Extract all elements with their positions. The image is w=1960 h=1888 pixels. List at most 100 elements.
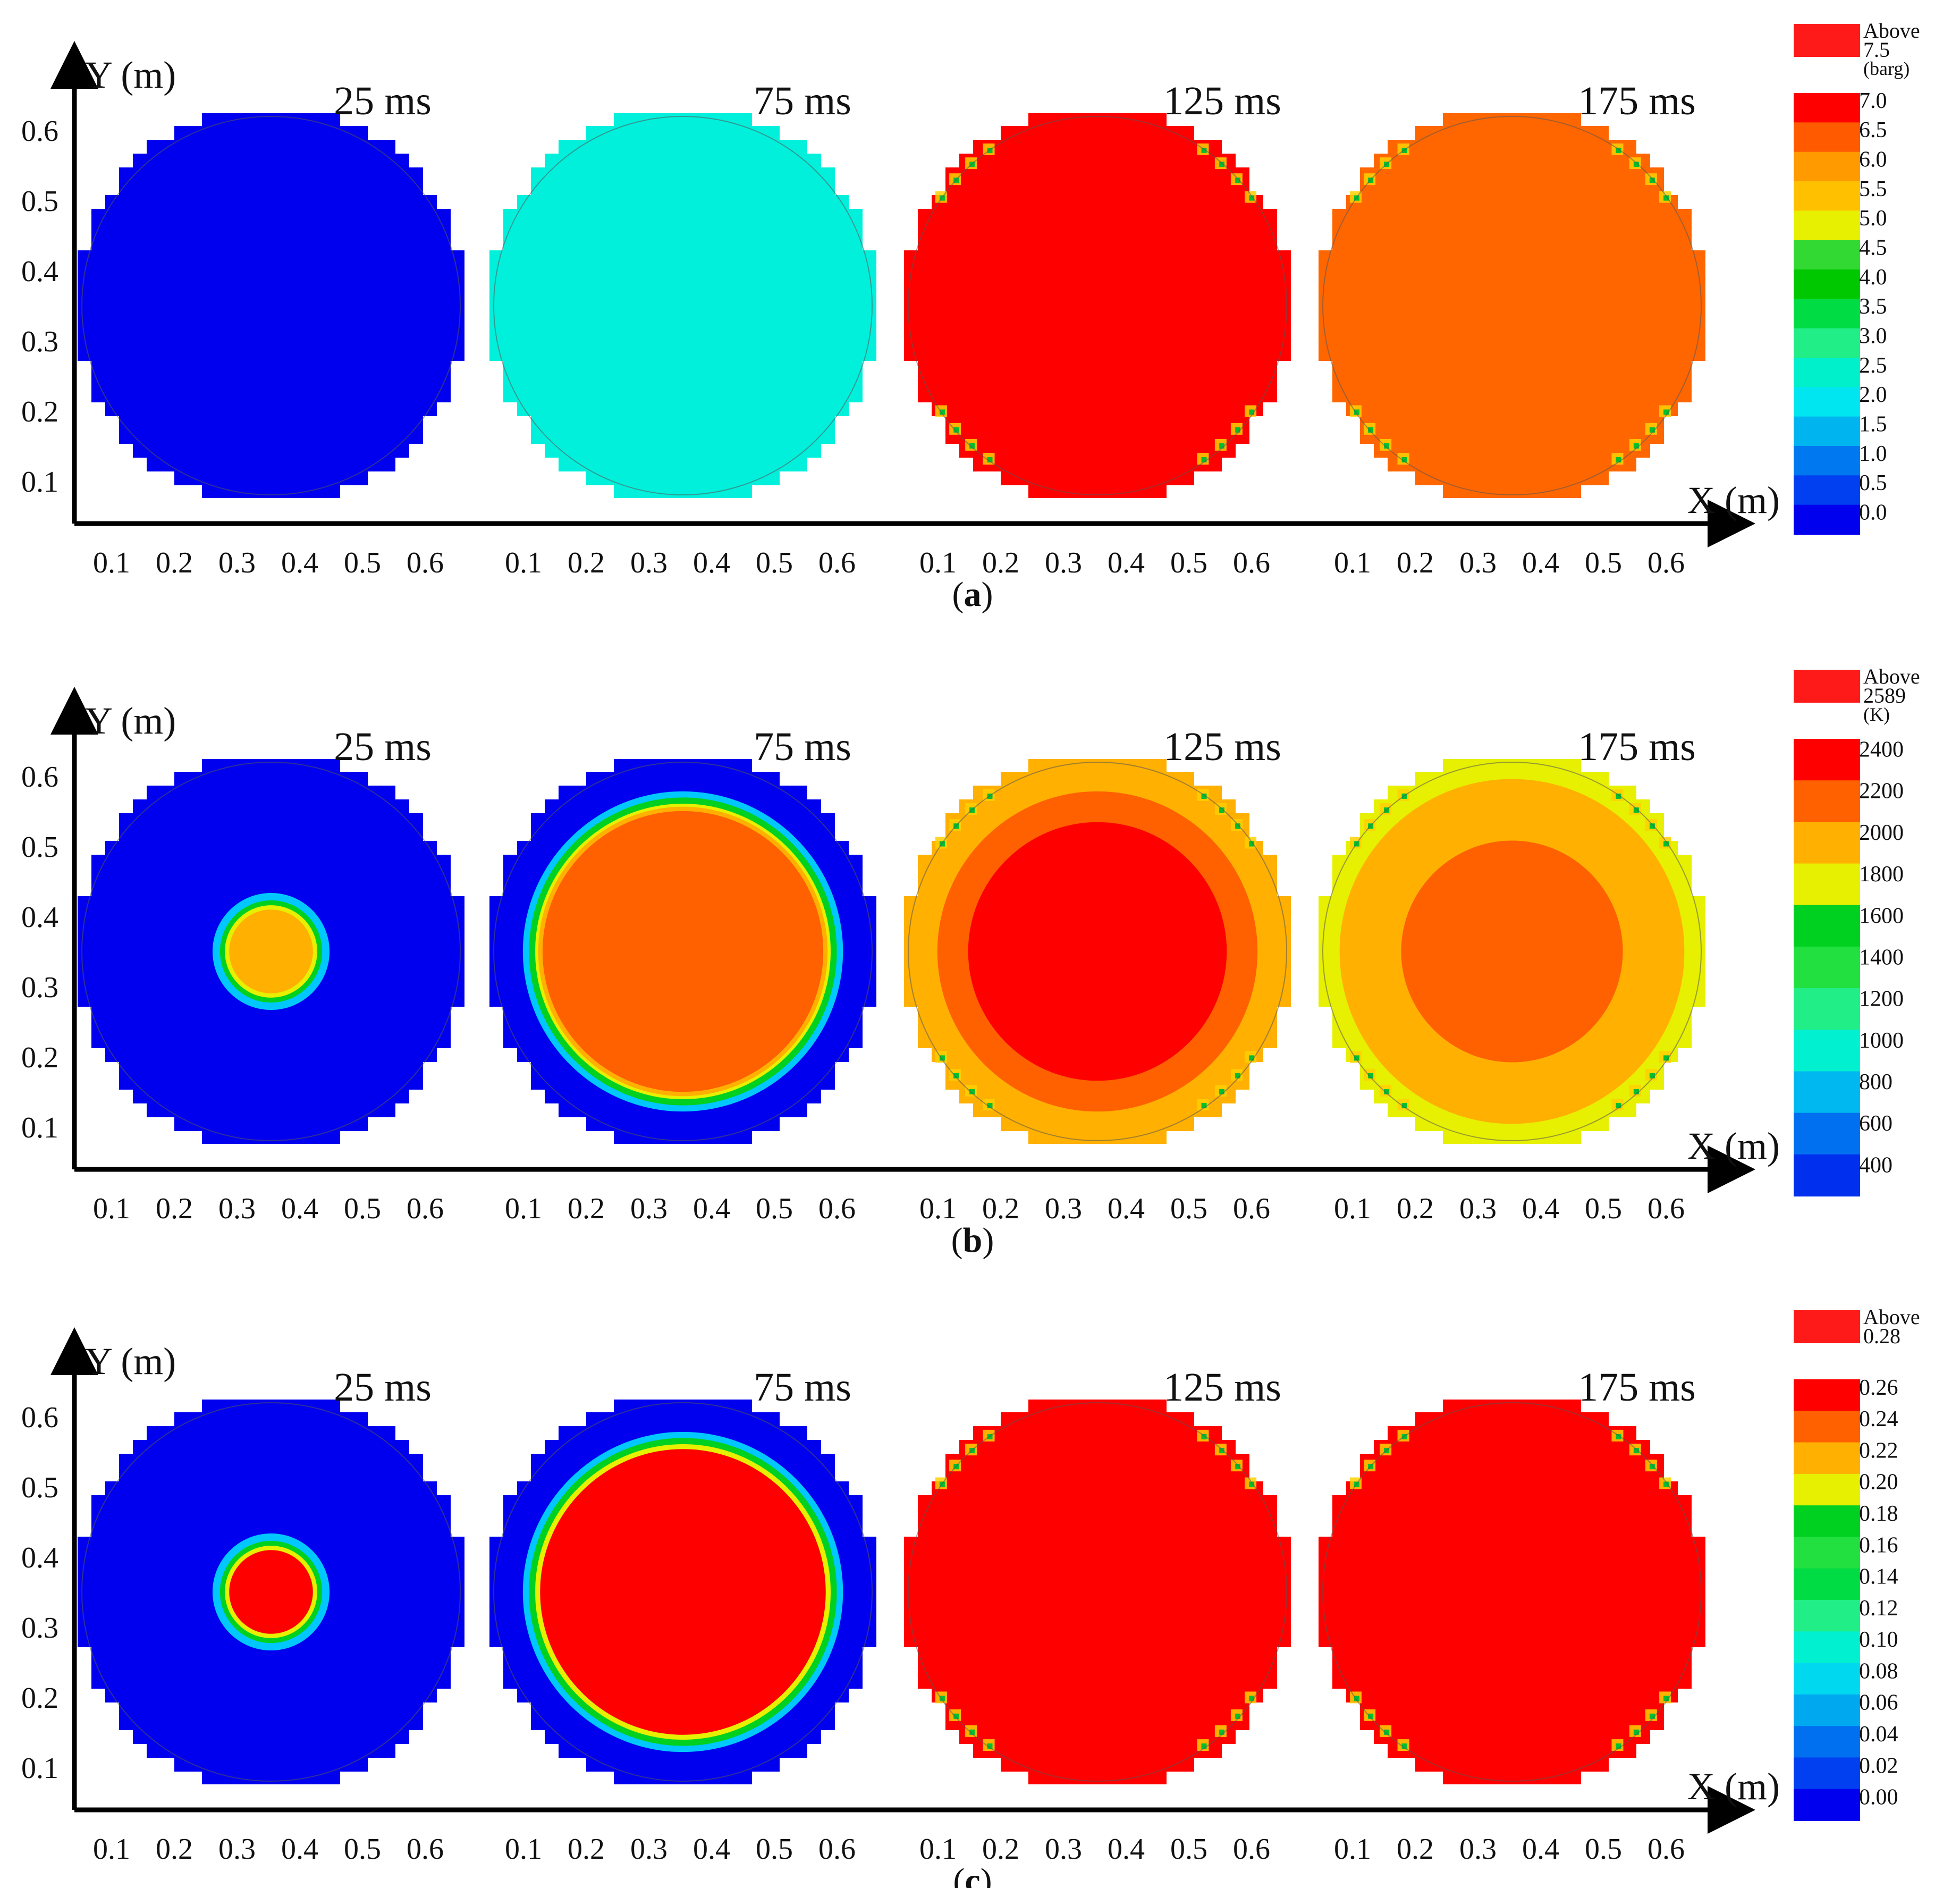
panel-a: Y (m) X (m) 0.1 0.2 0.3 0.4 0.5 0.6 0.1 0.2 0.3 0.4… bbox=[21, 19, 1920, 614]
y-axis-label: Y (m) bbox=[85, 699, 176, 742]
x-tick-label: 0.4 bbox=[1522, 1833, 1559, 1866]
y-tick-label: 0.3 bbox=[21, 971, 58, 1004]
x-tick-label: 0.6 bbox=[1648, 1833, 1685, 1866]
contour-band bbox=[542, 811, 824, 1092]
x-tick-label: 0.1 bbox=[93, 546, 130, 579]
legend-swatch bbox=[1794, 1411, 1860, 1443]
time-label: 175 ms bbox=[1578, 1365, 1696, 1410]
legend-above-value: 2589 bbox=[1863, 684, 1906, 707]
frame-b-2 bbox=[489, 759, 876, 1144]
x-tick-label: 0.6 bbox=[818, 546, 856, 579]
x-tick-label: 0.4 bbox=[1522, 1192, 1559, 1225]
legend-swatch bbox=[1794, 1726, 1860, 1758]
legend-label: 1800 bbox=[1859, 862, 1904, 887]
legend-swatch bbox=[1794, 1789, 1860, 1821]
edge-artifact bbox=[1663, 1055, 1669, 1061]
legend-above-word: Above bbox=[1863, 19, 1920, 43]
edge-artifact bbox=[1616, 147, 1621, 153]
legend-swatch bbox=[1794, 1505, 1860, 1538]
edge-artifact bbox=[1201, 1743, 1207, 1749]
legend-swatch bbox=[1794, 446, 1860, 476]
legend-label: 0.5 bbox=[1859, 471, 1887, 495]
legend-above-value: 0.28 bbox=[1863, 1324, 1900, 1348]
caption-open: ( bbox=[951, 1221, 963, 1260]
edge-artifact bbox=[1219, 443, 1224, 449]
edge-artifact bbox=[1201, 147, 1207, 153]
panel-caption: (a) bbox=[952, 575, 993, 614]
x-tick-label: 0.2 bbox=[1397, 1192, 1434, 1225]
legend-label: 7.0 bbox=[1859, 89, 1887, 113]
time-label: 175 ms bbox=[1578, 79, 1696, 123]
edge-artifact bbox=[1649, 1073, 1655, 1078]
x-tick-label: 0.3 bbox=[218, 1192, 256, 1225]
legend-label: 1.5 bbox=[1859, 412, 1887, 437]
frame-b-1 bbox=[78, 759, 464, 1144]
x-tick-label: 0.5 bbox=[756, 1192, 793, 1225]
x-tick-label: 0.4 bbox=[1522, 546, 1559, 579]
x-axis-label: X (m) bbox=[1687, 479, 1780, 521]
x-tick-label: 0.1 bbox=[919, 546, 957, 579]
legend-label: 0.26 bbox=[1859, 1376, 1898, 1400]
edge-artifact bbox=[1633, 807, 1639, 813]
edge-artifact bbox=[1616, 1103, 1621, 1109]
legend-swatch bbox=[1794, 93, 1860, 123]
contour-band bbox=[540, 1449, 826, 1735]
time-label: 75 ms bbox=[754, 724, 851, 769]
x-tick-label: 0.2 bbox=[982, 546, 1019, 579]
edge-artifact bbox=[1249, 1481, 1255, 1487]
y-tick-label: 0.1 bbox=[21, 466, 58, 499]
caption-open: ( bbox=[952, 575, 964, 614]
edge-artifact bbox=[1633, 443, 1639, 449]
legend-swatch bbox=[1794, 358, 1860, 388]
legend-swatch bbox=[1794, 822, 1860, 864]
edge-artifact bbox=[987, 457, 993, 463]
legend-swatch bbox=[1794, 1030, 1860, 1072]
contour-band bbox=[1401, 840, 1623, 1063]
vessel-outline bbox=[81, 762, 461, 1141]
vessel-outline bbox=[493, 762, 873, 1141]
panels: Y (m) X (m) 0.1 0.2 0.3 0.4 0.5 0.6 0.1 0.2 0.3 0.4… bbox=[21, 19, 1920, 1888]
x-tick-label: 0.5 bbox=[756, 546, 793, 579]
edge-artifact bbox=[1368, 1073, 1374, 1078]
legend-label: 0.06 bbox=[1859, 1691, 1898, 1715]
legend-label: 5.5 bbox=[1859, 177, 1887, 201]
vessel-outline bbox=[908, 1402, 1287, 1782]
time-label: 125 ms bbox=[1163, 79, 1281, 123]
x-tick-label: 0.3 bbox=[630, 1833, 668, 1866]
x-tick-label: 0.3 bbox=[1045, 1192, 1082, 1225]
edge-artifact bbox=[1368, 427, 1374, 433]
edge-artifact bbox=[1235, 1713, 1240, 1719]
legend-swatch bbox=[1794, 1631, 1860, 1664]
caption-letter: c bbox=[965, 1861, 980, 1888]
x-tick-label: 0.6 bbox=[407, 1833, 444, 1866]
x-tick-label: 0.6 bbox=[1233, 1192, 1270, 1225]
legend-swatch bbox=[1794, 269, 1860, 300]
edge-artifact bbox=[969, 1729, 975, 1735]
frame-c-1 bbox=[78, 1400, 464, 1784]
edge-artifact bbox=[953, 1073, 959, 1078]
y-tick-label: 0.2 bbox=[21, 395, 58, 428]
domain-fill bbox=[1319, 113, 1705, 498]
legend-swatch bbox=[1794, 1663, 1860, 1695]
x-tick-label: 0.5 bbox=[1585, 1192, 1622, 1225]
domain-fill bbox=[489, 113, 876, 498]
legend-swatch bbox=[1794, 122, 1860, 153]
legend-unit: (K) bbox=[1863, 704, 1890, 725]
x-tick-label: 0.6 bbox=[1233, 1833, 1270, 1866]
x-tick-label: 0.6 bbox=[818, 1192, 856, 1225]
legend-label: 1400 bbox=[1859, 945, 1904, 970]
legend-swatch bbox=[1794, 299, 1860, 329]
legend-swatch bbox=[1794, 416, 1860, 446]
y-tick-label: 0.4 bbox=[21, 1541, 58, 1574]
legend-label: 2.5 bbox=[1859, 353, 1887, 378]
time-label: 175 ms bbox=[1578, 724, 1696, 769]
legend-label: 4.0 bbox=[1859, 265, 1887, 290]
x-tick-label: 0.2 bbox=[568, 1192, 605, 1225]
legend-above-swatch bbox=[1794, 24, 1860, 57]
edge-artifact bbox=[1384, 1729, 1390, 1735]
edge-artifact bbox=[1201, 457, 1207, 463]
edge-artifact bbox=[1616, 457, 1621, 463]
y-tick-label: 0.5 bbox=[21, 831, 58, 864]
